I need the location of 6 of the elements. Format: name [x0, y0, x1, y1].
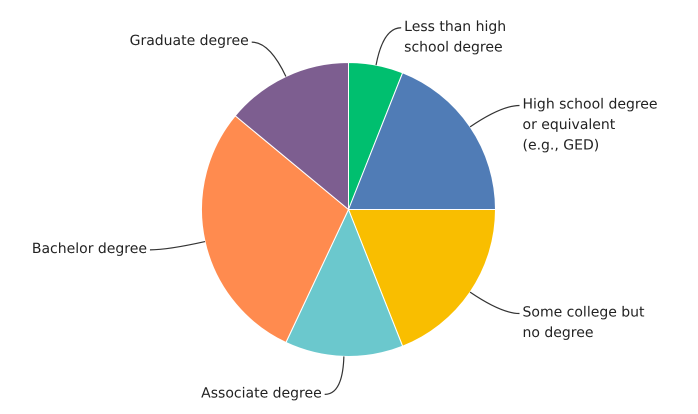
- slice-label: Associate degree: [201, 385, 322, 402]
- slice-label: Graduate degree: [130, 33, 249, 50]
- slice-label: Some college but no degree: [522, 304, 646, 342]
- slice-label: High school degree or equivalent (e.g., GED): [522, 96, 658, 154]
- slice-label: Less than high school degree: [404, 18, 506, 56]
- slice-label: Bachelor degree: [32, 240, 147, 257]
